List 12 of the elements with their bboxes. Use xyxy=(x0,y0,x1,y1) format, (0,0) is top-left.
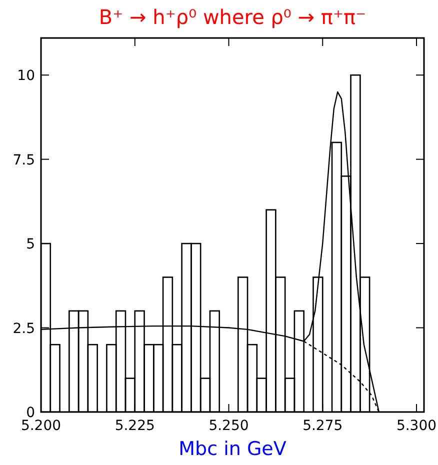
y-tick-label: 2.5 xyxy=(12,320,35,337)
x-tick-label: 5.275 xyxy=(302,418,343,434)
y-tick-label: 5 xyxy=(26,236,35,253)
x-tick-label: 5.225 xyxy=(114,418,155,434)
y-tick-label: 0 xyxy=(26,405,35,421)
x-tick-label: 5.300 xyxy=(396,418,437,434)
x-tick-label: 5.200 xyxy=(20,418,62,434)
y-tick-label: 7.5 xyxy=(12,152,35,168)
x-tick-label: 5.250 xyxy=(208,418,249,434)
y-tick-label: 10 xyxy=(17,68,35,84)
x-axis-title: Mbc in GeV xyxy=(178,438,286,460)
chart-title: B⁺ → h⁺ρ⁰ where ρ⁰ → π⁺π⁻ xyxy=(98,5,366,29)
